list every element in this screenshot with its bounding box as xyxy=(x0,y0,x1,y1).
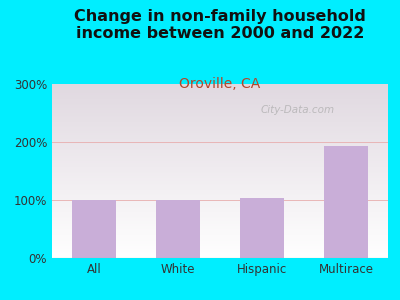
Bar xyxy=(156,200,200,258)
Bar xyxy=(72,200,116,258)
Bar xyxy=(324,146,368,258)
Text: Oroville, CA: Oroville, CA xyxy=(179,76,261,91)
Text: City-Data.com: City-Data.com xyxy=(260,105,334,115)
Text: Change in non-family household
income between 2000 and 2022: Change in non-family household income be… xyxy=(74,9,366,41)
Bar xyxy=(240,198,284,258)
